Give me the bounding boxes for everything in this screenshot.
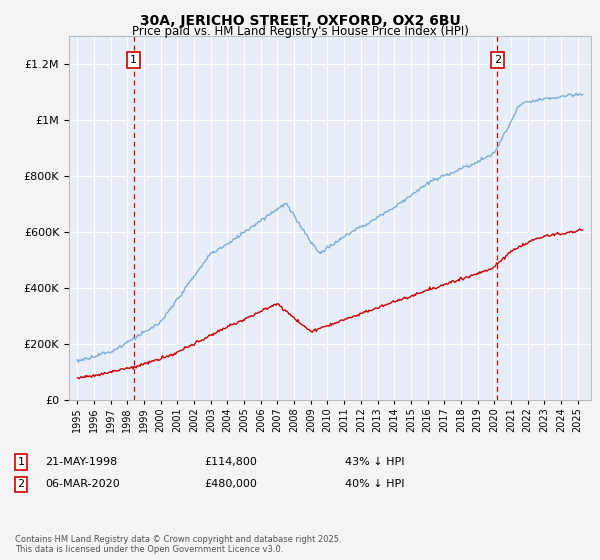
Text: 1: 1 [17,457,25,467]
Text: Contains HM Land Registry data © Crown copyright and database right 2025.
This d: Contains HM Land Registry data © Crown c… [15,535,341,554]
Text: 2: 2 [494,55,501,65]
Text: 06-MAR-2020: 06-MAR-2020 [45,479,120,489]
Text: 21-MAY-1998: 21-MAY-1998 [45,457,117,467]
Text: 30A, JERICHO STREET, OXFORD, OX2 6BU: 30A, JERICHO STREET, OXFORD, OX2 6BU [140,14,460,28]
Text: Price paid vs. HM Land Registry's House Price Index (HPI): Price paid vs. HM Land Registry's House … [131,25,469,38]
Text: 2: 2 [17,479,25,489]
Text: 43% ↓ HPI: 43% ↓ HPI [345,457,404,467]
Text: 1: 1 [130,55,137,65]
Text: £114,800: £114,800 [204,457,257,467]
Text: 40% ↓ HPI: 40% ↓ HPI [345,479,404,489]
Text: £480,000: £480,000 [204,479,257,489]
